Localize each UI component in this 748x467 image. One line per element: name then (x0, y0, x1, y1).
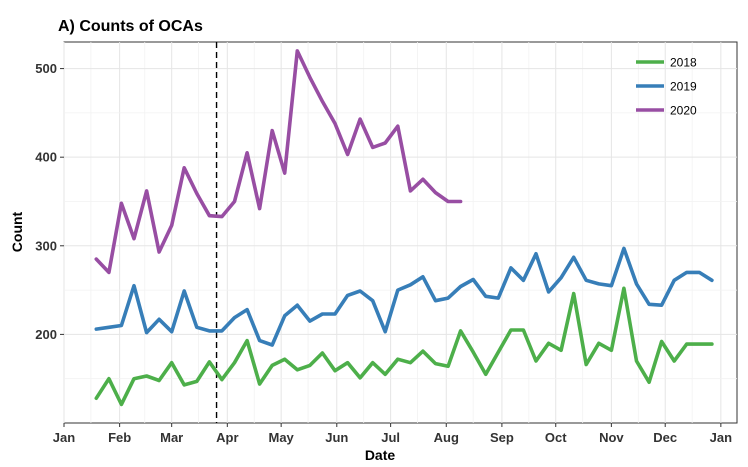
x-tick-label: Nov (599, 430, 624, 445)
series-line-2018 (94, 286, 714, 407)
series-group (94, 49, 714, 407)
series-line-2019 (94, 246, 714, 347)
y-axis: 200 300 400 500 (35, 61, 64, 342)
chart-title: A) Counts of OCAs (58, 18, 203, 35)
x-tick-label: Jun (325, 430, 348, 445)
x-tick-label: Sep (490, 430, 514, 445)
x-tick-label: Oct (545, 430, 567, 445)
y-axis-title: Count (9, 211, 25, 252)
legend-label-2019: 2019 (670, 80, 697, 94)
x-tick-label: Jul (381, 430, 400, 445)
y-tick-label: 400 (35, 150, 57, 165)
grid (63, 42, 737, 423)
y-tick-label: 500 (35, 61, 57, 76)
x-tick-label: May (269, 430, 295, 445)
y-tick-label: 200 (35, 327, 57, 342)
x-axis-title: Date (365, 447, 396, 463)
x-tick-label: Aug (434, 430, 459, 445)
x-axis: Jan Feb Mar Apr May Jun Jul Aug Sep Oct Nov Dec Jan (53, 423, 732, 445)
x-tick-label: Feb (108, 430, 131, 445)
x-tick-label: Apr (216, 430, 238, 445)
x-tick-label: Mar (160, 430, 183, 445)
legend-label-2018: 2018 (670, 56, 697, 70)
plot-panel (63, 41, 738, 424)
y-tick-label: 300 (35, 238, 57, 253)
legend-label-2020: 2020 (670, 104, 697, 118)
x-tick-label: Dec (653, 430, 677, 445)
x-tick-label: Jan (53, 430, 75, 445)
series-line-2020 (94, 49, 463, 275)
x-tick-label: Jan (710, 430, 732, 445)
legend: 2018 2019 2020 (636, 56, 697, 118)
